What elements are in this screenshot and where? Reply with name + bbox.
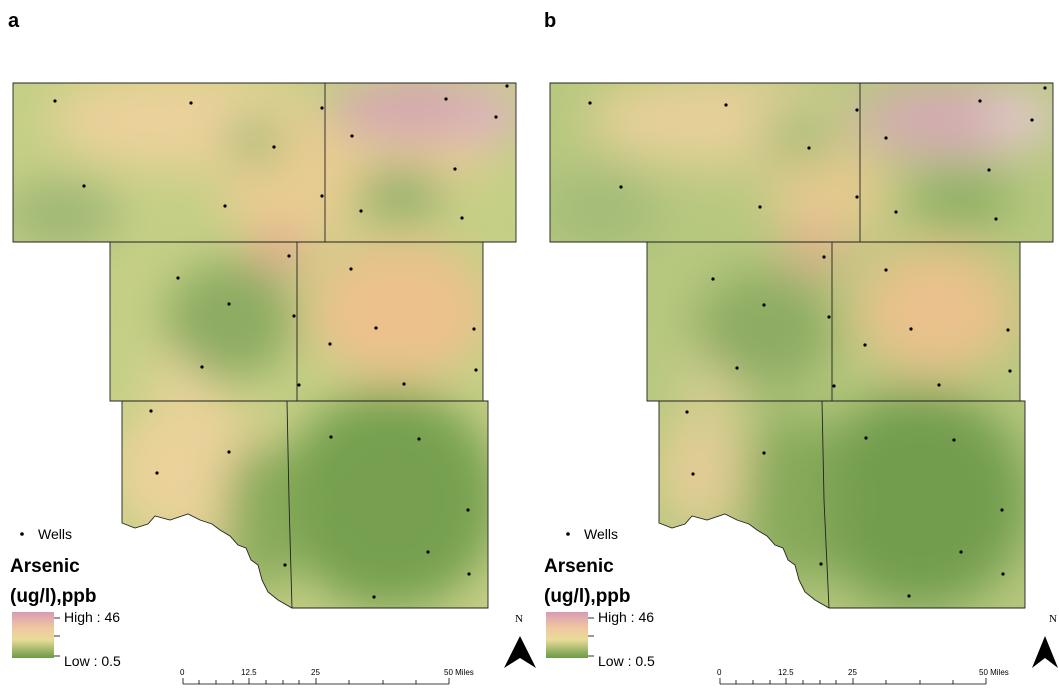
north-arrow-a: N xyxy=(504,613,536,668)
map-b-boundaries xyxy=(549,82,1054,609)
legend-b-title-line1: Arsenic xyxy=(544,556,614,577)
panel-a-letter: a xyxy=(8,10,20,32)
scale-a-tick-3: 50 Miles xyxy=(444,668,474,677)
legend-b-color-ramp xyxy=(546,612,588,658)
north-arrow-b-icon xyxy=(1032,636,1058,668)
scale-b-tick-2: 25 xyxy=(848,668,857,677)
map-a-wells xyxy=(53,84,509,599)
map-b-surface xyxy=(550,83,1053,608)
legend-a: Wells Arsenic (ug/l),ppb High : 46 Low :… xyxy=(10,526,121,669)
map-b-wells xyxy=(588,86,1047,598)
scale-a-tick-2: 25 xyxy=(311,668,320,677)
legend-b-well-symbol xyxy=(566,532,570,536)
scale-a-tick-0: 0 xyxy=(180,668,185,677)
legend-a-wells-label: Wells xyxy=(38,526,72,542)
scale-b-tick-0: 0 xyxy=(717,668,722,677)
legend-b-wells-label: Wells xyxy=(584,526,618,542)
scale-b-tick-1: 12.5 xyxy=(778,668,794,677)
legend-b-high-label: High : 46 xyxy=(598,609,654,625)
map-a: Wells Arsenic (ug/l),ppb High : 46 Low :… xyxy=(10,82,536,685)
north-arrow-a-icon xyxy=(504,636,536,668)
scale-bar-a: 0 12.5 25 50 Miles xyxy=(180,668,474,685)
map-a-surface xyxy=(13,83,516,608)
legend-a-high-label: High : 46 xyxy=(64,609,120,625)
scale-a-tick-1: 12.5 xyxy=(241,668,257,677)
legend-b-low-label: Low : 0.5 xyxy=(598,653,655,669)
scale-b-tick-3: 50 Miles xyxy=(979,668,1009,677)
north-arrow-b: N xyxy=(1032,613,1058,668)
legend-a-title-line1: Arsenic xyxy=(10,556,80,577)
panel-b-letter: b xyxy=(544,10,557,32)
legend-a-title-line2: (ug/l),ppb xyxy=(10,586,97,607)
north-arrow-a-label: N xyxy=(515,613,523,625)
legend-b-title-line2: (ug/l),ppb xyxy=(544,586,631,607)
map-a-boundaries xyxy=(12,82,517,609)
scale-bar-b: 0 12.5 25 50 Miles xyxy=(717,668,1009,685)
legend-a-color-ramp xyxy=(12,612,54,658)
map-b: Wells Arsenic (ug/l),ppb High : 46 Low :… xyxy=(544,82,1058,685)
legend-b: Wells Arsenic (ug/l),ppb High : 46 Low :… xyxy=(544,526,655,669)
legend-a-well-symbol xyxy=(20,532,24,536)
legend-a-low-label: Low : 0.5 xyxy=(64,653,121,669)
north-arrow-b-label: N xyxy=(1049,613,1057,625)
